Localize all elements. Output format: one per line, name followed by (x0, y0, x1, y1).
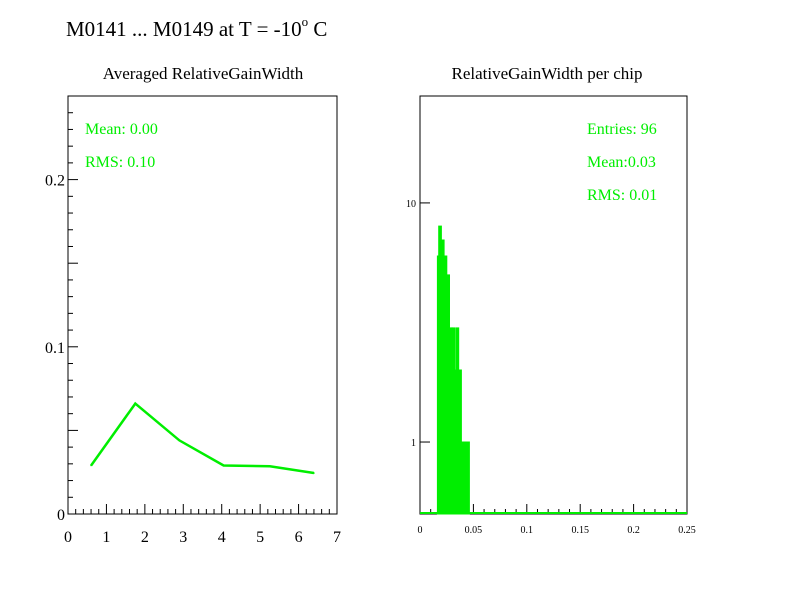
right-x-tick-label: 0.1 (521, 525, 534, 536)
left-x-tick-label: 1 (102, 529, 110, 546)
left-x-tick-label: 0 (64, 529, 72, 546)
right-x-tick-label: 0.25 (678, 525, 696, 536)
right-axes: 0 0.05 0.1 0.15 0.2 0.25 1 10 (406, 199, 696, 536)
left-y-tick-label: 0.1 (45, 340, 65, 357)
right-series (420, 225, 687, 515)
left-y-tick-label: 0.2 (45, 173, 65, 190)
left-series (90, 401, 315, 475)
left-chart-title: Averaged RelativeGainWidth (103, 64, 304, 83)
left-data-point (178, 439, 181, 442)
left-x-tick-label: 5 (256, 529, 264, 546)
right-stat-mean: Mean:0.03 (587, 154, 656, 171)
right-x-tick-label: 0.2 (627, 525, 640, 536)
right-stat-entries: Entries: 96 (587, 121, 657, 138)
left-x-tick-label: 2 (141, 529, 149, 546)
left-x-tick-label: 6 (295, 529, 303, 546)
page-title-degree: o (301, 14, 309, 29)
left-data-point (222, 464, 225, 467)
left-x-tick-label: 3 (179, 529, 187, 546)
left-x-tick-label: 7 (333, 529, 341, 546)
right-y-tick-label: 1 (411, 438, 416, 449)
left-y-tick-label: 0 (57, 507, 65, 524)
right-chart-panel: RelativeGainWidth per chip 0 0.05 0.1 0.15 0… (406, 64, 696, 536)
left-data-point (313, 472, 315, 474)
page-title: M0141 ... M0149 at T = -10o C (66, 14, 328, 42)
left-stat-mean: Mean: 0.00 (85, 121, 158, 138)
left-stat-rms: RMS: 0.10 (85, 154, 155, 171)
right-chart-title: RelativeGainWidth per chip (452, 64, 643, 83)
right-x-tick-label: 0 (418, 525, 423, 536)
left-chart-panel: Averaged RelativeGainWidth 0 1 2 3 4 5 6 700.10… (45, 64, 341, 546)
left-x-tick-label: 4 (218, 529, 226, 546)
right-x-tick-label: 0.15 (571, 525, 589, 536)
left-plot-frame (67, 95, 338, 515)
right-x-tick-label: 0.05 (465, 525, 483, 536)
left-data-point (134, 402, 137, 405)
left-series-line (90, 401, 315, 475)
right-y-tick-label: 10 (406, 199, 416, 210)
left-data-point (90, 464, 92, 467)
page-title-main: M0141 ... M0149 at T = -10 (66, 17, 302, 41)
left-axes: 0 1 2 3 4 5 6 7 0 0.1 0.2 (45, 95, 341, 546)
page-title-unit: C (308, 17, 328, 41)
right-stat-rms: RMS: 0.01 (587, 187, 657, 204)
right-hist-bar (466, 441, 470, 515)
left-data-point (268, 465, 271, 468)
